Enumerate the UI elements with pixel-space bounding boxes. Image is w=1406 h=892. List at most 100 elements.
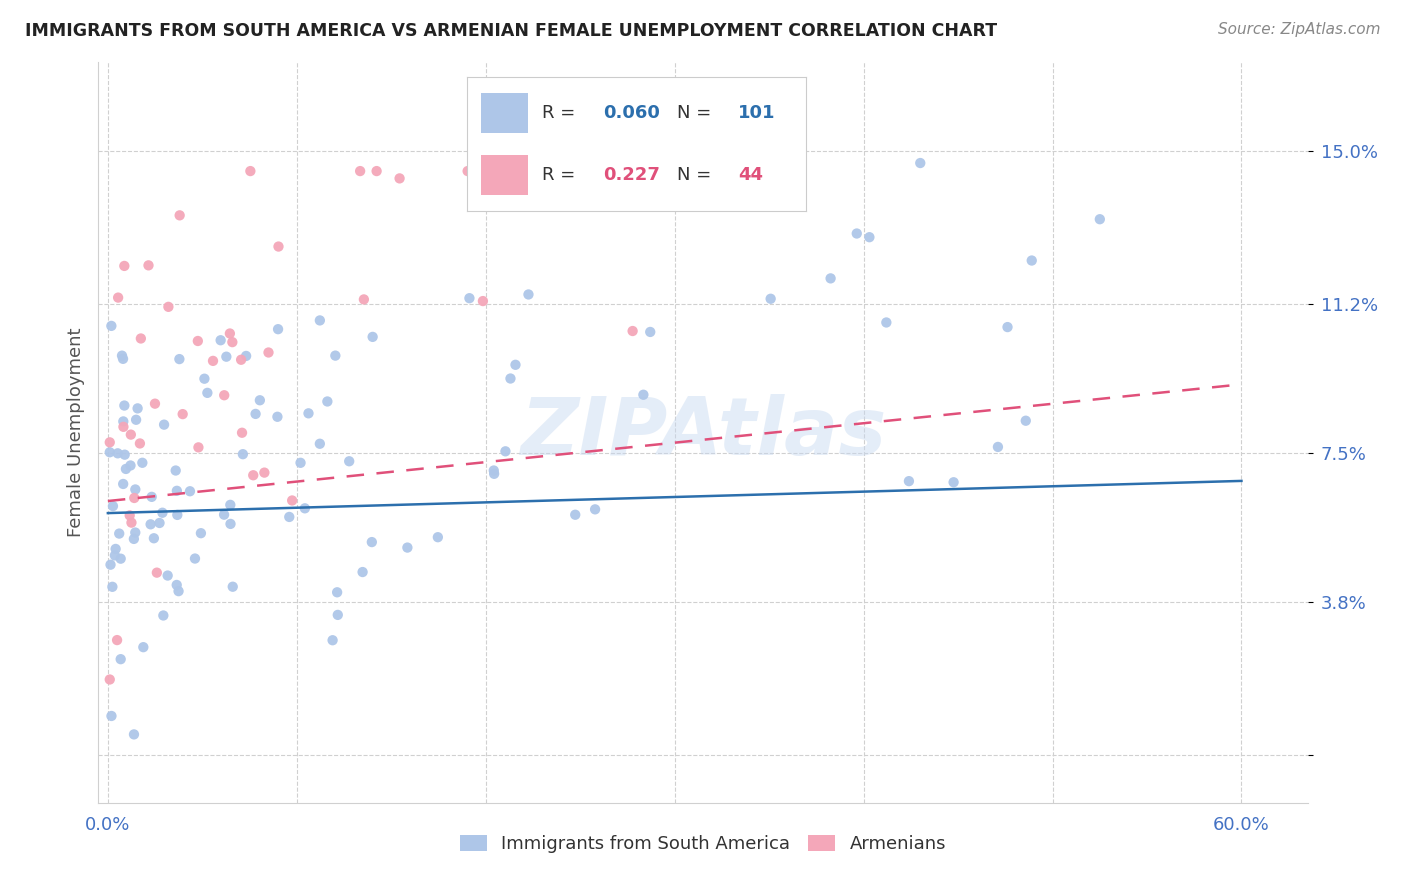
Point (231, 425, 253, 440)
Point (281, 493, 304, 508)
Point (353, 293, 375, 307)
Point (166, 508, 188, 522)
Point (215, 350, 238, 364)
Point (845, 227, 868, 241)
Point (723, 164, 745, 178)
Point (120, 458, 142, 473)
Point (253, 466, 276, 480)
Point (100, 709, 122, 723)
Point (146, 566, 169, 580)
Point (202, 354, 225, 368)
Point (396, 541, 419, 555)
Legend: Immigrants from South America, Armenians: Immigrants from South America, Armenians (453, 828, 953, 861)
Point (471, 294, 494, 309)
Point (316, 394, 339, 409)
Point (141, 490, 163, 504)
Point (107, 291, 129, 305)
Point (222, 580, 245, 594)
Point (112, 351, 135, 366)
Point (621, 324, 644, 338)
Point (349, 164, 371, 178)
Point (235, 349, 257, 363)
Point (167, 584, 190, 599)
Point (267, 322, 290, 336)
Point (129, 331, 152, 345)
Point (112, 477, 135, 491)
Point (942, 475, 965, 490)
Point (100, 558, 122, 572)
Point (98, 445, 121, 459)
Point (98, 673, 121, 687)
Point (127, 401, 149, 416)
Point (360, 535, 382, 549)
Point (239, 164, 262, 178)
Point (190, 526, 212, 541)
Y-axis label: Female Unemployment: Female Unemployment (66, 328, 84, 537)
Point (138, 258, 160, 272)
Point (673, 164, 696, 178)
Point (107, 446, 129, 460)
Point (112, 399, 135, 413)
Point (122, 491, 145, 505)
Point (114, 448, 136, 462)
Point (820, 271, 842, 285)
Point (179, 484, 201, 499)
Point (245, 407, 267, 421)
Point (219, 498, 242, 512)
Point (101, 580, 124, 594)
Point (166, 578, 188, 592)
Point (120, 516, 142, 530)
Point (218, 326, 240, 341)
Point (212, 508, 235, 522)
Point (583, 502, 606, 516)
Point (122, 532, 145, 546)
Point (564, 508, 586, 522)
Point (184, 551, 207, 566)
Point (499, 371, 522, 385)
Point (858, 230, 880, 244)
Point (169, 208, 191, 222)
Point (426, 530, 449, 544)
Point (209, 333, 232, 347)
Point (212, 388, 235, 402)
Point (366, 164, 388, 178)
Point (242, 468, 264, 483)
Point (482, 463, 505, 477)
Point (249, 393, 271, 408)
Point (1015, 414, 1038, 428)
Point (672, 164, 695, 178)
Point (517, 287, 540, 301)
Point (139, 517, 162, 532)
Point (152, 506, 174, 520)
Point (153, 417, 176, 432)
Point (148, 516, 170, 530)
Point (278, 510, 301, 524)
Point (897, 474, 920, 488)
Point (458, 291, 481, 305)
Point (195, 385, 218, 400)
Point (118, 508, 141, 523)
Point (125, 413, 148, 427)
Point (112, 414, 135, 428)
Point (257, 345, 280, 359)
Point (98, 435, 121, 450)
Point (187, 441, 209, 455)
Point (457, 164, 479, 178)
Point (638, 325, 661, 339)
Point (505, 358, 527, 372)
Point (165, 463, 187, 477)
Point (325, 349, 347, 363)
Point (172, 407, 194, 421)
Point (122, 727, 145, 741)
Point (219, 516, 242, 531)
Point (129, 436, 152, 450)
Point (124, 525, 146, 540)
Point (105, 633, 128, 648)
Text: ZIPAtlas: ZIPAtlas (520, 393, 886, 472)
Point (482, 467, 505, 481)
Text: IMMIGRANTS FROM SOUTH AMERICA VS ARMENIAN FEMALE UNEMPLOYMENT CORRELATION CHART: IMMIGRANTS FROM SOUTH AMERICA VS ARMENIA… (25, 22, 997, 40)
Point (633, 388, 655, 402)
Point (166, 483, 188, 498)
Point (110, 652, 132, 666)
Point (120, 427, 142, 442)
